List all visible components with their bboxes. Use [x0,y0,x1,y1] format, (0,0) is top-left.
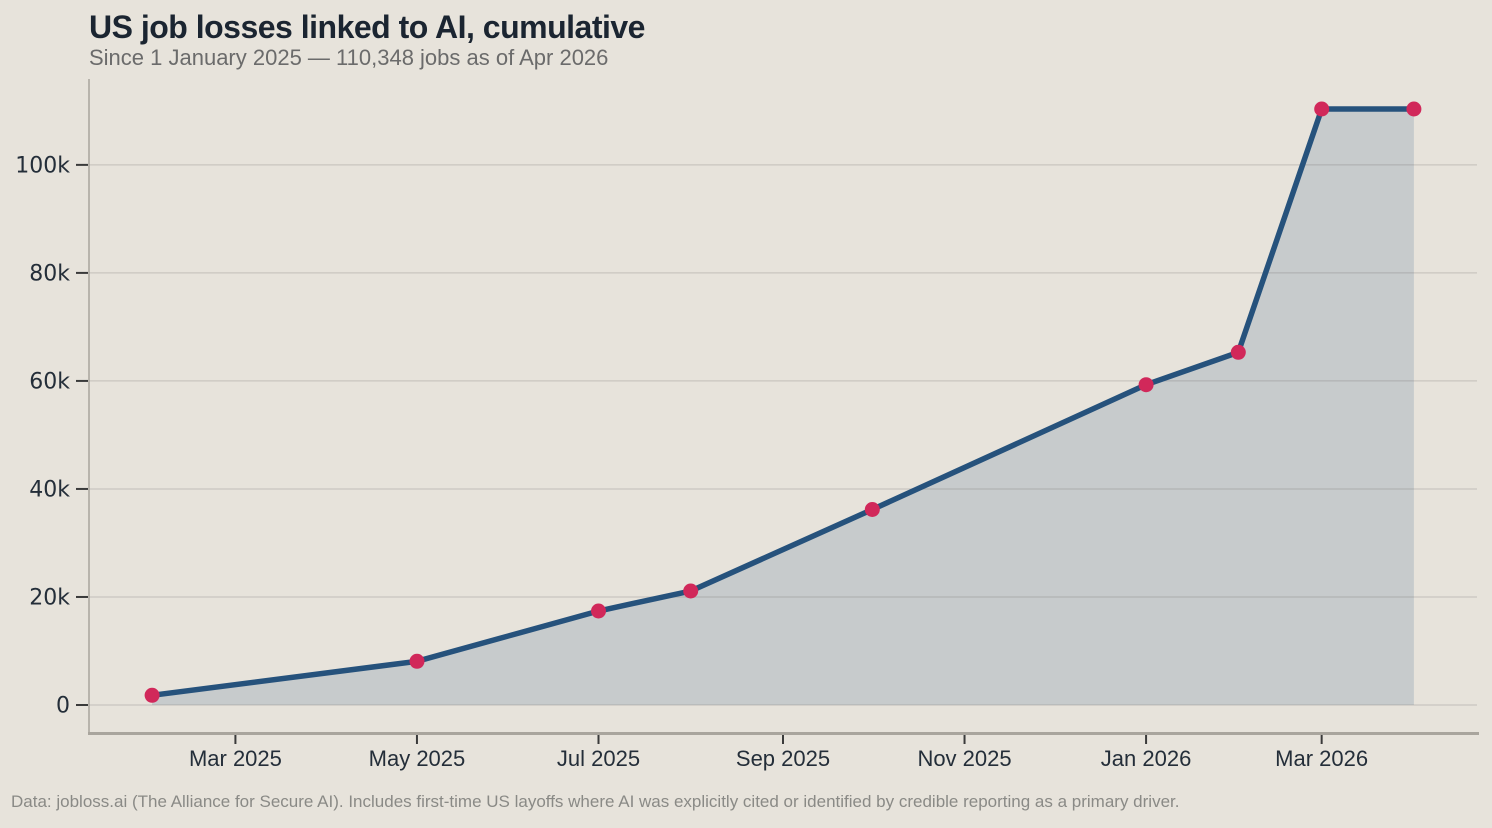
data-point [591,603,606,619]
data-point [1230,344,1246,360]
x-tick-label: Sep 2025 [736,746,830,771]
data-point [683,583,699,599]
x-tick-label: Jan 2026 [1101,746,1192,771]
chart-subtitle: Since 1 January 2025 — 110,348 jobs as o… [89,45,609,70]
y-tick-label: 80k [29,261,70,286]
data-point [1314,101,1330,117]
y-tick-label: 20k [29,585,70,610]
data-point [144,687,160,703]
data-point [1406,101,1422,117]
x-tick-label: Mar 2025 [189,746,282,771]
y-tick-label: 0 [56,693,70,718]
area-fill [152,109,1414,705]
data-point [409,653,425,669]
x-tick-label: Jul 2025 [557,746,640,771]
data-point [864,502,880,517]
y-tick-label: 60k [29,369,70,394]
chart-title: US job losses linked to AI, cumulative [89,9,645,45]
data-point [1138,377,1154,393]
source-note: Data: jobloss.ai (The Alliance for Secur… [11,792,1180,811]
x-tick-label: Mar 2026 [1275,746,1368,771]
y-tick-label: 100k [15,153,70,178]
x-tick-label: Nov 2025 [917,746,1011,771]
x-tick-label: May 2025 [369,746,466,771]
y-tick-label: 40k [29,477,70,502]
